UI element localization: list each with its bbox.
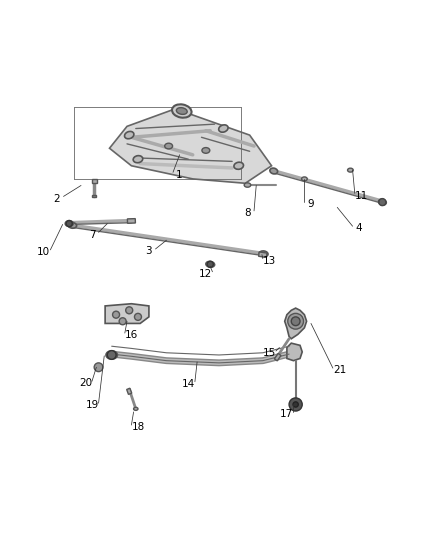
Bar <box>127 388 132 394</box>
Ellipse shape <box>270 168 278 174</box>
Circle shape <box>379 199 386 206</box>
Text: 3: 3 <box>145 246 152 256</box>
Ellipse shape <box>172 104 191 118</box>
Ellipse shape <box>219 125 228 132</box>
Bar <box>258 252 267 257</box>
Circle shape <box>291 317 300 326</box>
Ellipse shape <box>134 407 138 410</box>
Ellipse shape <box>234 162 244 169</box>
Circle shape <box>207 261 213 268</box>
Circle shape <box>66 221 72 227</box>
Ellipse shape <box>202 148 210 154</box>
Text: 10: 10 <box>37 247 50 257</box>
Ellipse shape <box>165 143 173 149</box>
Bar <box>92 195 96 197</box>
Text: 4: 4 <box>356 223 363 233</box>
Ellipse shape <box>133 156 143 163</box>
Bar <box>127 219 135 223</box>
Polygon shape <box>105 304 149 324</box>
Ellipse shape <box>124 132 134 139</box>
Ellipse shape <box>301 177 307 181</box>
Circle shape <box>126 307 133 314</box>
Text: 11: 11 <box>355 190 368 200</box>
Ellipse shape <box>206 261 215 267</box>
Bar <box>274 353 281 361</box>
Circle shape <box>94 363 103 372</box>
Text: 1: 1 <box>176 169 183 180</box>
Polygon shape <box>285 308 307 339</box>
Circle shape <box>293 402 298 407</box>
Text: 15: 15 <box>263 348 276 358</box>
Circle shape <box>289 398 302 411</box>
Circle shape <box>113 311 120 318</box>
Circle shape <box>119 318 126 325</box>
Text: 21: 21 <box>333 365 346 375</box>
Text: 9: 9 <box>307 199 314 209</box>
Ellipse shape <box>244 183 251 187</box>
Text: 12: 12 <box>199 269 212 279</box>
Circle shape <box>134 313 141 320</box>
Ellipse shape <box>106 351 117 359</box>
Circle shape <box>288 313 304 329</box>
Text: 8: 8 <box>244 208 251 218</box>
Text: 2: 2 <box>53 193 60 204</box>
Ellipse shape <box>259 251 268 257</box>
Text: 13: 13 <box>263 256 276 266</box>
Ellipse shape <box>177 108 187 115</box>
Text: 20: 20 <box>79 378 92 389</box>
Bar <box>92 179 97 183</box>
Ellipse shape <box>68 222 77 228</box>
Circle shape <box>107 351 116 359</box>
Text: 14: 14 <box>182 379 195 389</box>
Ellipse shape <box>378 199 386 205</box>
Ellipse shape <box>65 221 73 227</box>
Text: 17: 17 <box>280 409 293 419</box>
Text: 19: 19 <box>85 400 99 410</box>
Ellipse shape <box>348 168 353 172</box>
Text: 7: 7 <box>88 230 95 239</box>
Polygon shape <box>110 109 272 183</box>
Polygon shape <box>287 343 302 361</box>
Text: 16: 16 <box>125 330 138 340</box>
Text: 18: 18 <box>131 422 145 432</box>
